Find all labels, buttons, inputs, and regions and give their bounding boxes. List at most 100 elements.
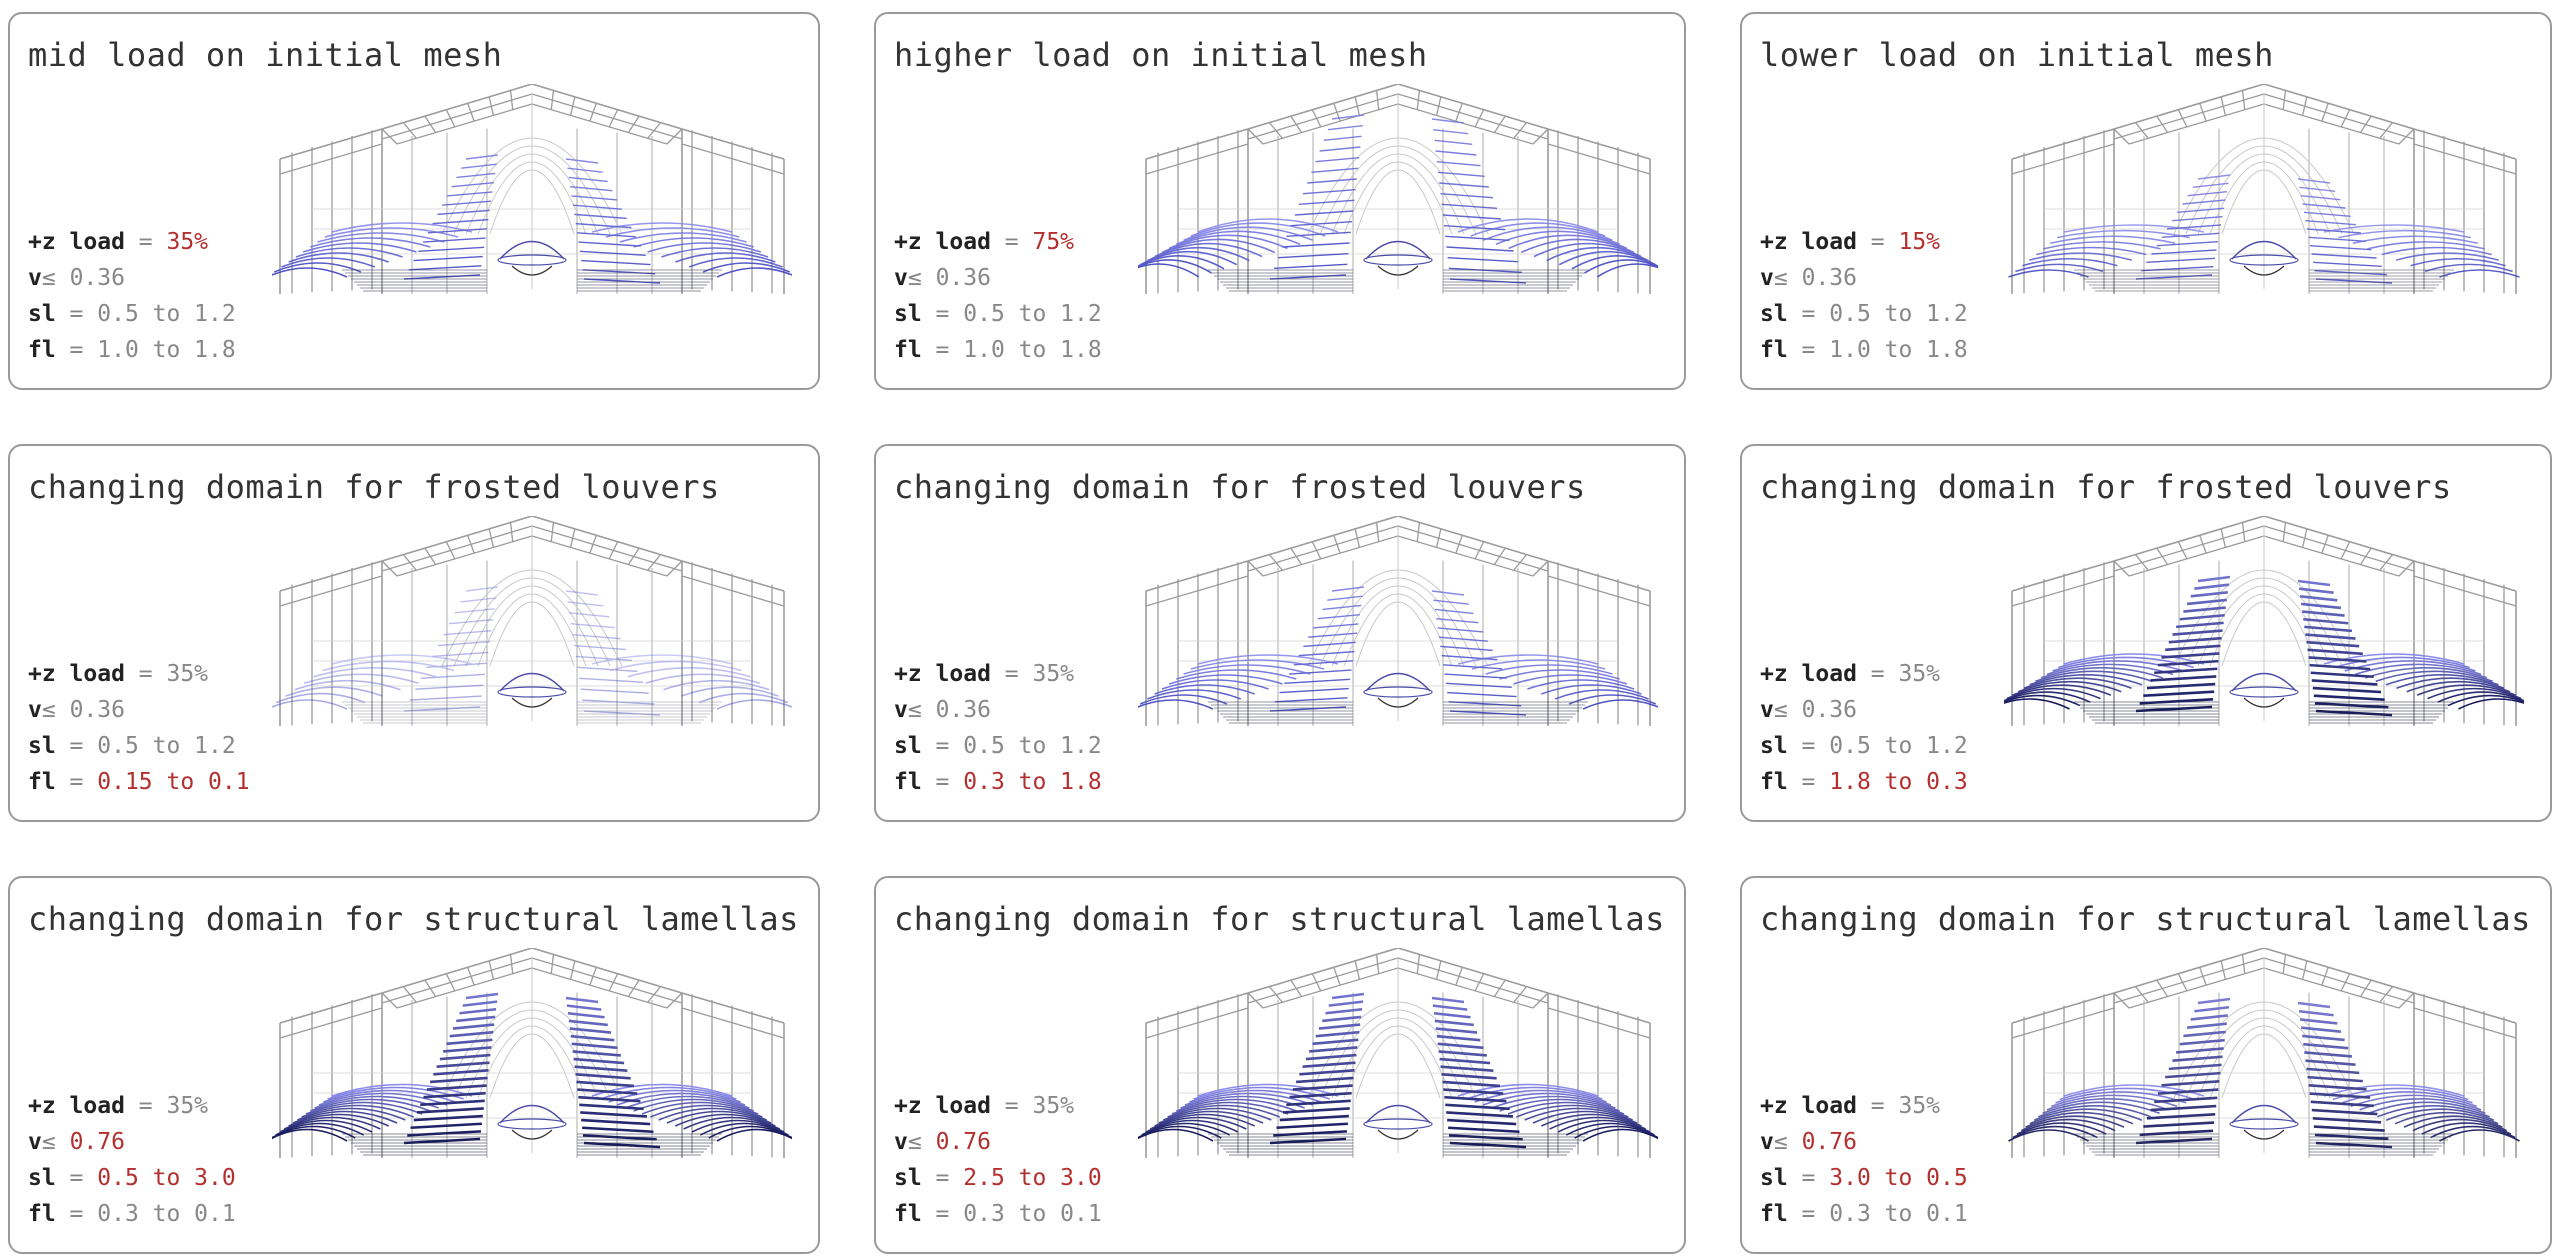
render-svg <box>1138 84 1658 294</box>
parameter-list: +z load = 35% v≤ 0.36 sl = 0.5 to 1.2 fl = … <box>28 656 250 800</box>
render-svg <box>2008 948 2520 1158</box>
parameter-key: fl <box>1760 769 1788 795</box>
parameter-separator: = <box>1787 1165 1830 1191</box>
parameter-row: v≤ 0.36 <box>1760 692 1968 728</box>
parameter-separator: = <box>921 337 964 363</box>
parameter-value: 0.3 to 1.8 <box>963 769 1102 795</box>
parameter-separator: = <box>1787 733 1830 759</box>
steel-frame <box>1145 948 1651 1158</box>
louver-fans <box>272 992 792 1156</box>
parameter-value: 0.3 to 0.1 <box>1829 1201 1968 1227</box>
parameter-row: +z load = 35% <box>1760 656 1968 692</box>
louver-fans <box>1138 586 1658 724</box>
parameter-value: 0.5 to 1.2 <box>963 733 1102 759</box>
louver-fans <box>1138 992 1658 1156</box>
parameter-value: 35% <box>1032 661 1075 687</box>
parameter-row: +z load = 35% <box>894 656 1102 692</box>
parameter-separator: = <box>990 1093 1033 1119</box>
steel-frame <box>1145 84 1651 294</box>
steel-frame <box>2011 516 2517 726</box>
parameter-list: +z load = 35% v≤ 0.36 sl = 0.5 to 1.2 fl = … <box>28 224 236 368</box>
render-svg <box>272 516 792 726</box>
parameter-row: sl = 0.5 to 1.2 <box>1760 296 1968 332</box>
parameter-key: +z load <box>894 661 991 687</box>
parameter-key: sl <box>894 301 922 327</box>
parameter-value: 0.5 to 1.2 <box>963 301 1102 327</box>
parameter-key: fl <box>894 769 922 795</box>
parameter-key: v <box>1760 265 1774 291</box>
parameter-separator: = <box>1787 769 1830 795</box>
steel-frame <box>279 516 785 726</box>
parameter-separator: = <box>124 661 167 687</box>
parameter-value: 0.5 to 1.2 <box>97 301 236 327</box>
parameter-value: 0.5 to 1.2 <box>1829 733 1968 759</box>
parameter-row: v≤ 0.36 <box>28 260 236 296</box>
parameter-value: 75% <box>1032 229 1075 255</box>
parameter-list: +z load = 35% v≤ 0.36 sl = 0.5 to 1.2 fl = … <box>1760 656 1968 800</box>
parameter-row: v≤ 0.76 <box>28 1124 236 1160</box>
parameter-row: fl = 0.3 to 0.1 <box>1760 1196 1968 1232</box>
parameter-row: fl = 0.15 to 0.1 <box>28 764 250 800</box>
parameter-separator: = <box>55 769 98 795</box>
parameter-row: +z load = 35% <box>28 224 236 260</box>
parameter-key: +z load <box>1760 229 1857 255</box>
parameter-separator: = <box>921 769 964 795</box>
louver-fans <box>1138 114 1658 292</box>
render-svg <box>1138 948 1658 1158</box>
parameter-separator: ≤ <box>907 1129 936 1155</box>
steel-frame <box>279 84 785 294</box>
parameter-row: v≤ 0.36 <box>1760 260 1968 296</box>
parameter-value: 0.36 <box>1801 697 1857 723</box>
louver-fans <box>2008 174 2520 292</box>
parameter-row: sl = 0.5 to 1.2 <box>894 296 1102 332</box>
parameter-key: sl <box>894 1165 922 1191</box>
parameter-value: 0.3 to 0.1 <box>963 1201 1102 1227</box>
parameter-value: 0.36 <box>935 265 991 291</box>
parameter-separator: = <box>990 661 1033 687</box>
parameter-value: 1.8 to 0.3 <box>1829 769 1968 795</box>
parameter-row: sl = 3.0 to 0.5 <box>1760 1160 1968 1196</box>
parameter-row: sl = 0.5 to 1.2 <box>28 296 236 332</box>
parameter-key: +z load <box>28 661 125 687</box>
parameter-row: sl = 0.5 to 1.2 <box>894 728 1102 764</box>
parameter-separator: = <box>55 1201 98 1227</box>
parameter-value: 35% <box>166 661 209 687</box>
steel-frame <box>1145 516 1651 726</box>
parameter-key: +z load <box>1760 661 1857 687</box>
parameter-value: 0.76 <box>935 1129 991 1155</box>
structure-render <box>2004 84 2524 384</box>
parameter-row: v≤ 0.36 <box>28 692 250 728</box>
parameter-key: v <box>28 265 42 291</box>
parameter-value: 35% <box>166 1093 209 1119</box>
parameter-row: fl = 1.0 to 1.8 <box>28 332 236 368</box>
parameter-value: 0.5 to 3.0 <box>97 1165 236 1191</box>
panel-title: changing domain for frosted louvers <box>1760 468 2452 506</box>
parameter-key: +z load <box>894 229 991 255</box>
parameter-key: fl <box>28 337 56 363</box>
structure-render <box>1138 84 1658 384</box>
parameter-separator: = <box>55 733 98 759</box>
parameter-row: v≤ 0.76 <box>1760 1124 1968 1160</box>
parameter-row: +z load = 15% <box>1760 224 1968 260</box>
parameter-key: fl <box>28 1201 56 1227</box>
parameter-separator: ≤ <box>41 265 70 291</box>
parameter-value: 1.0 to 1.8 <box>1829 337 1968 363</box>
parameter-key: fl <box>28 769 56 795</box>
parameter-value: 2.5 to 3.0 <box>963 1165 1102 1191</box>
parameter-value: 1.0 to 1.8 <box>963 337 1102 363</box>
parameter-key: v <box>1760 697 1774 723</box>
parameter-separator: ≤ <box>907 265 936 291</box>
parameter-separator: = <box>124 1093 167 1119</box>
panel-title: changing domain for frosted louvers <box>28 468 720 506</box>
parameter-list: +z load = 35% v≤ 0.76 sl = 0.5 to 3.0 fl = … <box>28 1088 236 1232</box>
parameter-row: v≤ 0.36 <box>894 692 1102 728</box>
louver-fans <box>272 154 792 292</box>
parameter-row: fl = 0.3 to 1.8 <box>894 764 1102 800</box>
parameter-key: v <box>894 1129 908 1155</box>
parameter-separator: = <box>1856 1093 1899 1119</box>
figure-panel: mid load on initial mesh +z load = 35% v≤ … <box>8 12 820 390</box>
structure-render <box>1138 948 1658 1248</box>
parameter-key: fl <box>1760 337 1788 363</box>
parameter-key: +z load <box>894 1093 991 1119</box>
parameter-row: +z load = 35% <box>894 1088 1102 1124</box>
